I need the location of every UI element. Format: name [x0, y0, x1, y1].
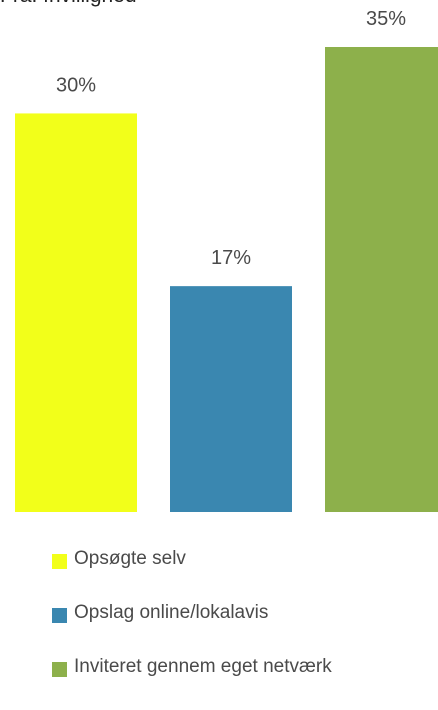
- value-label-opsoegte-selv: 30%: [56, 74, 96, 96]
- bars-group: [15, 47, 438, 512]
- legend-label: Inviteret gennem eget netværk: [74, 656, 332, 677]
- bar-opslag-online: [170, 286, 292, 512]
- value-label-inviteret-netvaerk: 35%: [366, 8, 406, 30]
- legend-label: Opsøgte selv: [74, 548, 186, 569]
- legend-swatch-inviteret-netvaerk: [52, 662, 67, 677]
- chart-title: Fra: frivillighed: [0, 0, 137, 8]
- bar-inviteret-netvaerk: [325, 47, 438, 512]
- legend-swatch-opslag-online: [52, 608, 67, 623]
- bar-opsoegte-selv: [15, 113, 137, 512]
- value-label-opslag-online: 17%: [211, 247, 251, 269]
- bar-chart: 30% 17% 35%: [15, 8, 438, 512]
- legend-swatch-opsoegte-selv: [52, 554, 67, 569]
- legend-label: Opslag online/lokalavis: [74, 602, 269, 623]
- value-labels-group: 30% 17% 35%: [56, 8, 406, 269]
